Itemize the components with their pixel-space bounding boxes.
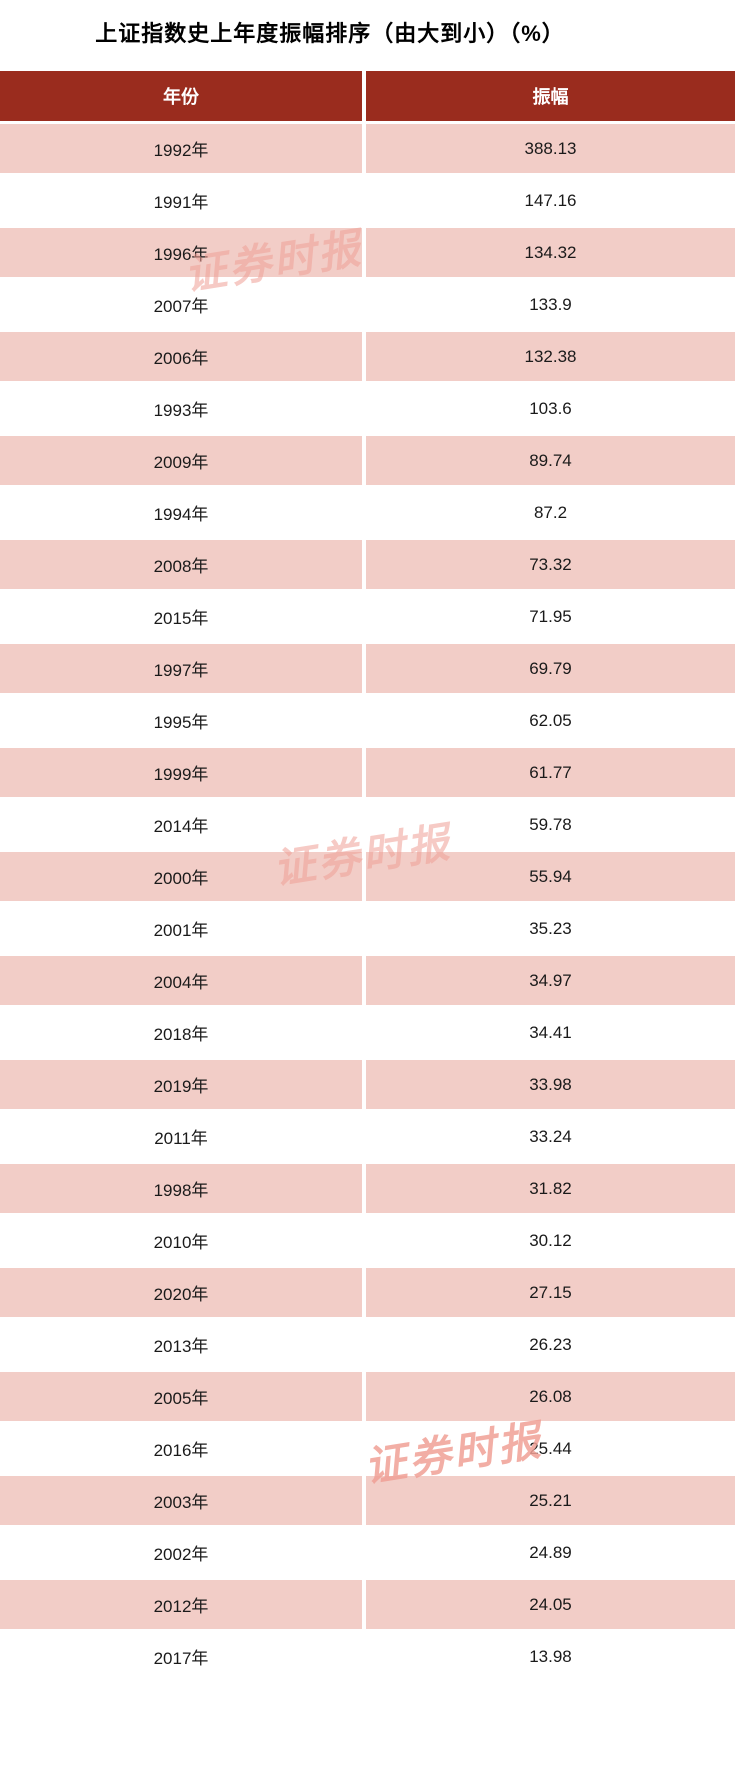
table-row: 2011年 33.24: [0, 1112, 735, 1164]
table-row: 2006年 132.38: [0, 332, 735, 384]
year-cell: 2002年: [0, 1528, 366, 1577]
table-row: 2008年 73.32: [0, 540, 735, 592]
amplitude-cell: 35.23: [529, 918, 572, 938]
table-row: 2013年 26.23: [0, 1320, 735, 1372]
year-cell: 2018年: [0, 1008, 366, 1057]
year-cell: 1993年: [0, 384, 366, 433]
year-cell: 2003年: [0, 1476, 366, 1525]
year-cell: 2007年: [0, 280, 366, 329]
amplitude-cell: 89.74: [529, 450, 572, 470]
amplitude-cell: 33.24: [529, 1126, 572, 1146]
table-row: 2019年 33.98: [0, 1060, 735, 1112]
year-cell: 2014年: [0, 800, 366, 849]
amplitude-cell: 27.15: [529, 1282, 572, 1302]
year-cell: 2010年: [0, 1216, 366, 1265]
year-cell: 1997年: [0, 644, 366, 693]
amplitude-cell: 33.98: [529, 1074, 572, 1094]
table-row: 2020年 27.15: [0, 1268, 735, 1320]
year-cell: 2006年: [0, 332, 366, 381]
amplitude-cell: 26.23: [529, 1334, 572, 1354]
table-row: 2001年 35.23: [0, 904, 735, 956]
table-row: 1996年 134.32: [0, 228, 735, 280]
amplitude-cell: 26.08: [529, 1386, 572, 1406]
year-cell: 2015年: [0, 592, 366, 641]
table-row: 1993年 103.6: [0, 384, 735, 436]
year-column-header: 年份: [0, 71, 366, 121]
year-cell: 2020年: [0, 1268, 366, 1317]
table-row: 2018年 34.41: [0, 1008, 735, 1060]
table-row: 2012年 24.05: [0, 1580, 735, 1632]
amplitude-cell: 73.32: [529, 554, 572, 574]
year-cell: 1999年: [0, 748, 366, 797]
table-row: 1998年 31.82: [0, 1164, 735, 1216]
table-row: 2002年 24.89: [0, 1528, 735, 1580]
year-cell: 2008年: [0, 540, 366, 589]
amplitude-cell: 147.16: [524, 190, 577, 210]
year-cell: 2012年: [0, 1580, 366, 1629]
table-row: 1994年 87.2: [0, 488, 735, 540]
amplitude-cell: 87.2: [533, 502, 568, 522]
year-cell: 1994年: [0, 488, 366, 537]
table-row: 2009年 89.74: [0, 436, 735, 488]
table-row: 1995年 62.05: [0, 696, 735, 748]
year-cell: 2009年: [0, 436, 366, 485]
year-cell: 1991年: [0, 176, 366, 225]
table-row: 2003年 25.21: [0, 1476, 735, 1528]
amplitude-cell: 24.89: [529, 1542, 572, 1562]
table-row: 1992年 388.13: [0, 124, 735, 176]
table-body: 1992年 388.13 1991年 147.16 1996年 134.32 2…: [0, 124, 735, 1684]
table-row: 2010年 30.12: [0, 1216, 735, 1268]
amplitude-cell: 59.78: [529, 814, 572, 834]
year-cell: 1992年: [0, 124, 366, 173]
table-row: 2000年 55.94: [0, 852, 735, 904]
table-row: 2016年 25.44: [0, 1424, 735, 1476]
amplitude-cell: 134.32: [524, 242, 577, 262]
amplitude-column-header: 振幅: [532, 87, 569, 107]
year-cell: 2005年: [0, 1372, 366, 1421]
year-cell: 2011年: [0, 1112, 366, 1161]
amplitude-cell: 25.44: [529, 1438, 572, 1458]
amplitude-table: 年份 振幅 1992年 388.13 1991年 147.16 1996年 13…: [0, 71, 735, 1684]
table-row: 2015年 71.95: [0, 592, 735, 644]
table-row: 2004年 34.97: [0, 956, 735, 1008]
year-cell: 2013年: [0, 1320, 366, 1369]
table-row: 2005年 26.08: [0, 1372, 735, 1424]
year-cell: 2001年: [0, 904, 366, 953]
amplitude-cell: 132.38: [524, 346, 577, 366]
year-cell: 2017年: [0, 1632, 366, 1681]
amplitude-cell: 24.05: [529, 1594, 572, 1614]
page-title: 上证指数史上年度振幅排序（由大到小）（%）: [95, 21, 565, 46]
amplitude-cell: 34.41: [529, 1022, 572, 1042]
year-cell: 2004年: [0, 956, 366, 1005]
table-row: 1999年 61.77: [0, 748, 735, 800]
amplitude-cell: 133.9: [529, 294, 572, 314]
amplitude-cell: 31.82: [529, 1178, 572, 1198]
amplitude-cell: 61.77: [529, 762, 572, 782]
amplitude-cell: 13.98: [529, 1646, 572, 1666]
table-row: 1991年 147.16: [0, 176, 735, 228]
table-row: 2007年 133.9: [0, 280, 735, 332]
year-cell: 1995年: [0, 696, 366, 745]
year-cell: 1998年: [0, 1164, 366, 1213]
amplitude-cell: 71.95: [529, 606, 572, 626]
table-row: 2017年 13.98: [0, 1632, 735, 1684]
amplitude-cell: 62.05: [529, 710, 572, 730]
year-cell: 2016年: [0, 1424, 366, 1473]
amplitude-cell: 30.12: [529, 1230, 572, 1250]
amplitude-cell: 34.97: [529, 970, 572, 990]
amplitude-cell: 388.13: [524, 138, 577, 158]
amplitude-cell: 25.21: [529, 1490, 572, 1510]
table-row: 1997年 69.79: [0, 644, 735, 696]
amplitude-cell: 69.79: [529, 658, 572, 678]
amplitude-cell: 55.94: [529, 866, 572, 886]
table-row: 2014年 59.78: [0, 800, 735, 852]
year-cell: 2019年: [0, 1060, 366, 1109]
amplitude-cell: 103.6: [529, 398, 572, 418]
year-cell: 2000年: [0, 852, 366, 901]
year-cell: 1996年: [0, 228, 366, 277]
table-header-row: 年份 振幅: [0, 71, 735, 124]
